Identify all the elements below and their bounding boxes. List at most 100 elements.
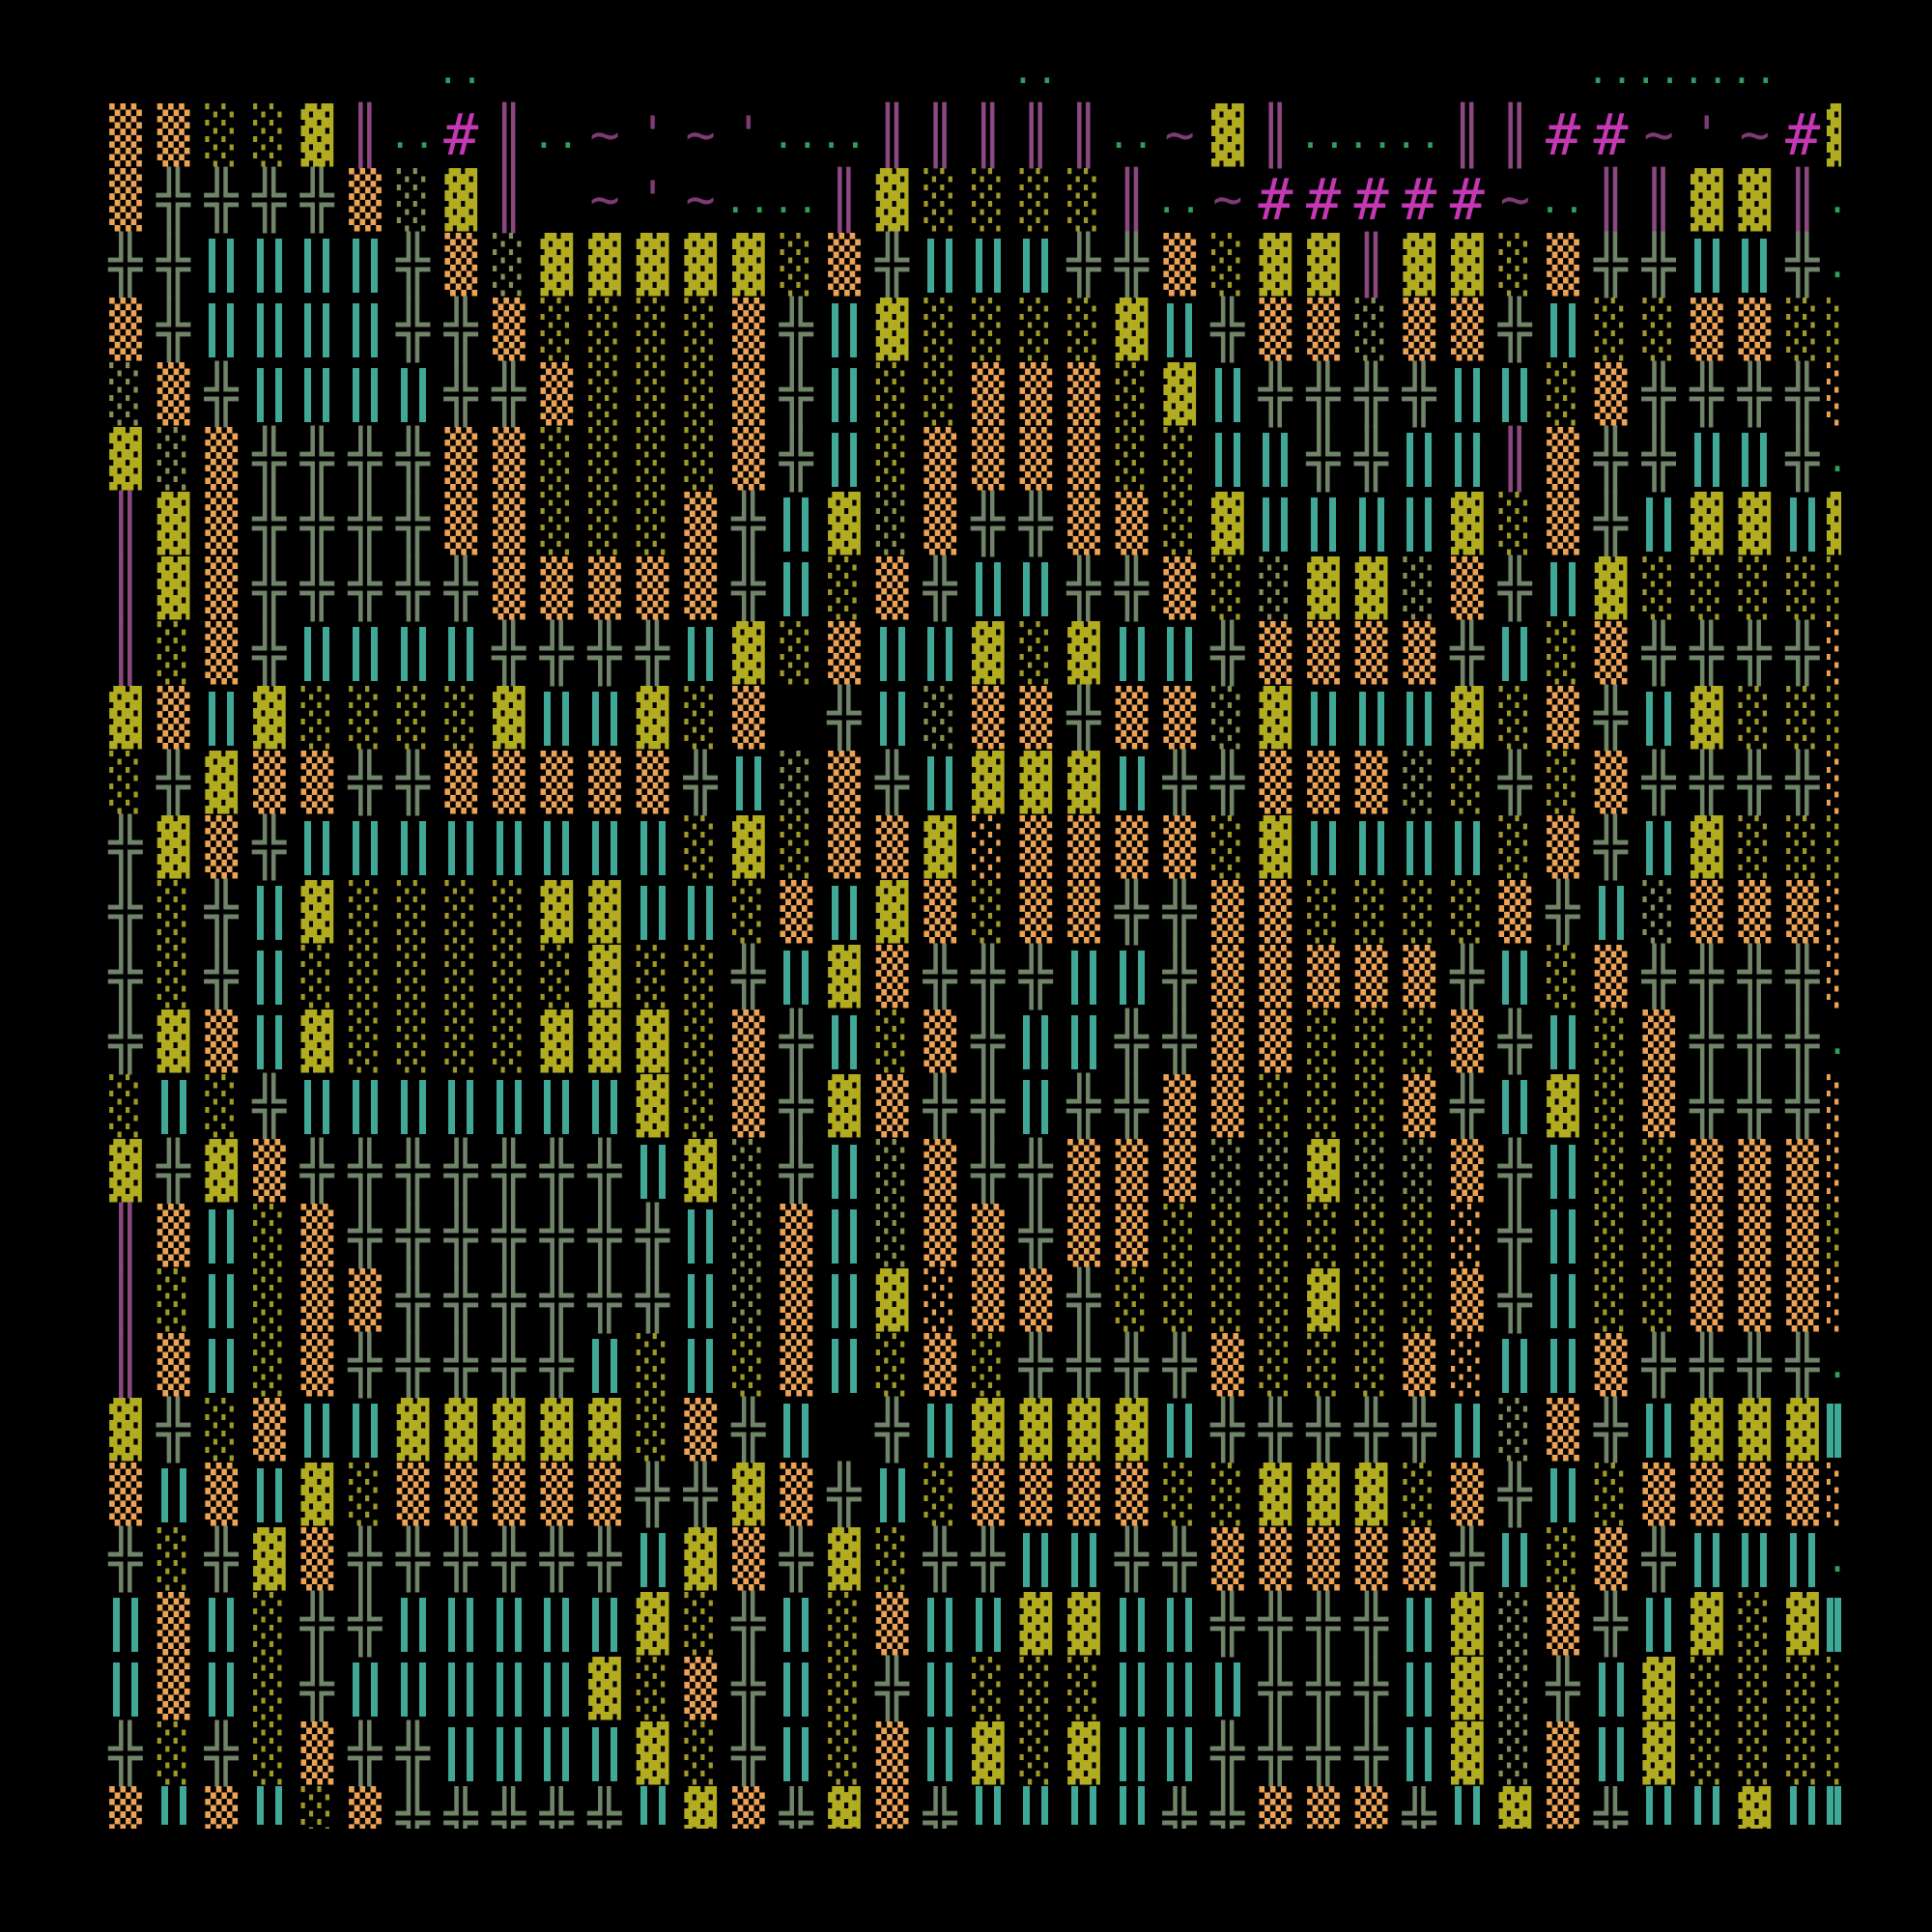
glyph-cell-light-shade-olive: ░ (1019, 1722, 1053, 1785)
glyph-cell-double-cross: ╬ (1162, 1526, 1197, 1592)
glyph-cell-double-cross: ╬ (1450, 620, 1485, 686)
glyph-cell-light-shade-olive: ░ (252, 1722, 286, 1785)
glyph-cell-medium-shade-orange: ▒ (492, 493, 526, 555)
glyph-cell-double-cross: ╬ (1641, 426, 1676, 492)
glyph-cell-light-shade-olive: ░ (1594, 1010, 1628, 1073)
teal-double-bar-icon (1406, 691, 1433, 746)
glyph-cell-double-cross: ╬ (1690, 620, 1724, 686)
glyph-cell-light-shade-sage: ░ (1403, 557, 1436, 620)
glyph-cell-plum-tilde: ~ (685, 106, 716, 164)
glyph-cell-dark-shade-olive: ▓ (731, 1463, 765, 1526)
teal-double-bar-icon (1454, 1403, 1480, 1458)
teal-double-bar-icon (1693, 1532, 1719, 1587)
glyph-cell-double-cross: ╬ (1785, 426, 1820, 492)
glyph-cell-double-cross: ╬ (731, 1591, 766, 1657)
glyph-cell-light-shade-olive: ░ (1403, 1010, 1436, 1073)
glyph-cell-double-cross: ╬ (156, 297, 191, 362)
glyph-cell-teal-double-bar (1204, 427, 1252, 492)
glyph-cell-medium-shade-orange: ▒ (731, 1010, 765, 1073)
glyph-cell-teal-double-bar (1251, 492, 1299, 556)
glyph-cell-double-cross: ╬ (108, 944, 143, 1009)
teal-double-bar-icon (1119, 950, 1145, 1005)
glyph-cell-medium-shade-orange: ▒ (971, 363, 1005, 426)
glyph-cell-double-cross: ╬ (587, 1203, 622, 1268)
glyph-cell-dark-shade-olive: ▓ (444, 1399, 478, 1462)
glyph-cell-medium-shade-orange: ▒ (1690, 1269, 1723, 1332)
glyph-cell-light-shade-olive: ░ (1403, 1463, 1436, 1526)
teal-double-bar-icon (209, 238, 235, 293)
teal-double-bar-icon (1742, 432, 1768, 487)
glyph-cell-teal-double-bar (629, 1139, 677, 1204)
glyph-cell-light-shade-olive: ░ (1210, 1205, 1244, 1267)
glyph-cell-light-shade-olive: ░ (1354, 881, 1388, 944)
glyph-cell-medium-shade-orange: ▒ (1259, 946, 1293, 1009)
glyph-cell-double-cross: ╬ (1641, 1526, 1676, 1592)
glyph-cell-medium-shade-orange: ▒ (1450, 1463, 1484, 1526)
glyph-cell-dark-shade-olive: ▓ (1450, 1658, 1484, 1720)
teal-double-bar-icon (927, 1597, 953, 1652)
glyph-cell-light-shade-sage: ░ (1498, 1658, 1532, 1720)
teal-double-bar-icon (544, 1662, 570, 1717)
glyph-cell-purple-double-vertical: ║ (1594, 167, 1629, 233)
glyph-cell-teal-double-bar (101, 1657, 150, 1721)
glyph-cell-medium-shade-orange: ▒ (1403, 1075, 1436, 1138)
glyph-cell-double-cross: ╬ (492, 1332, 526, 1398)
glyph-cell-teal-double-bar (389, 362, 438, 427)
teal-double-bar-icon (209, 1208, 235, 1264)
glyph-cell-teal-double-bar (629, 880, 677, 945)
teal-double-bar-icon (544, 820, 570, 875)
glyph-cell-green-dots: .. (1682, 49, 1731, 92)
glyph-cell-double-cross-fragment: ╬ (492, 1786, 526, 1829)
glyph-cell-double-cross: ╬ (1210, 1397, 1245, 1463)
glyph-cell-teal-double-bar (150, 1786, 198, 1829)
teal-double-bar-icon (1742, 238, 1768, 293)
glyph-cell-teal-double-bar (532, 1074, 581, 1139)
glyph-cell-teal-double-bar (964, 233, 1012, 298)
glyph-cell-teal-double-bar (150, 1074, 198, 1139)
glyph-cell-purple-double-vertical: ║ (108, 620, 143, 686)
glyph-cell-double-cross: ╬ (827, 685, 862, 751)
glyph-cell-double-cross: ╬ (348, 750, 383, 815)
glyph-cell-dark-shade-olive: ▓ (1019, 1399, 1053, 1462)
glyph-cell-teal-double-bar (1060, 1009, 1108, 1074)
glyph-cell-light-shade-olive: ░ (588, 298, 621, 361)
glyph-cell-dark-shade-olive: ▓ (636, 687, 669, 750)
glyph-cell-medium-shade-orange: ▒ (1547, 1593, 1579, 1656)
glyph-cell-double-cross: ╬ (252, 167, 287, 233)
glyph-cell-double-cross: ╬ (1690, 1009, 1724, 1074)
glyph-cell-dark-shade-olive: ▓ (1450, 1722, 1484, 1785)
teal-double-bar-icon (1598, 1726, 1624, 1781)
teal-double-bar-icon (1119, 1662, 1145, 1717)
glyph-cell-light-shade-sage: ░ (1259, 557, 1293, 620)
glyph-cell-medium-shade-orange: ▒ (1690, 1140, 1723, 1203)
glyph-cell-dark-shade-olive: ▓ (1738, 1787, 1772, 1829)
glyph-cell-magenta-hash: # (1593, 101, 1629, 169)
glyph-cell-medium-shade-orange: ▒ (156, 363, 190, 426)
teal-double-bar-icon (1167, 1597, 1193, 1652)
glyph-cell-medium-shade-orange: ▒ (109, 1463, 142, 1526)
glyph-cell-light-shade-orange: ░ (1827, 751, 1841, 815)
teal-double-bar-icon (256, 1467, 282, 1522)
glyph-cell-light-shade-olive: ░ (1019, 169, 1053, 232)
glyph-cell-teal-double-bar (1730, 1527, 1778, 1592)
glyph-cell-dark-shade-olive: ▓ (636, 1593, 669, 1656)
teal-double-bar-icon (448, 1597, 474, 1652)
glyph-cell-light-shade-olive: ░ (1210, 234, 1244, 297)
glyph-cell-double-cross: ╬ (1018, 944, 1053, 1009)
glyph-cell-light-shade-orange: ░ (1827, 880, 1841, 945)
glyph-cell-teal-double-bar (197, 1268, 245, 1333)
glyph-cell-medium-shade-orange: ▒ (1547, 1722, 1579, 1785)
glyph-cell-double-cross: ╬ (779, 361, 813, 427)
glyph-cell-medium-shade-orange: ▒ (1210, 1075, 1244, 1138)
glyph-cell-medium-shade-orange: ▒ (300, 752, 334, 814)
glyph-cell-dark-shade-olive: ▓ (971, 1722, 1005, 1785)
glyph-cell-teal-double-bar (1491, 621, 1539, 686)
glyph-cell-dark-shade-olive: ▓ (875, 1269, 909, 1332)
teal-double-bar-icon (209, 1597, 235, 1652)
glyph-cell-teal-double-bar (197, 1592, 245, 1657)
glyph-cell-double-cross: ╬ (252, 1073, 287, 1139)
glyph-cell-double-cross-fragment: ╬ (1210, 1786, 1245, 1829)
glyph-cell-light-shade-olive: ░ (923, 1463, 957, 1526)
glyph-cell-light-shade-sage: ░ (875, 493, 909, 555)
teal-double-bar-icon (209, 1338, 235, 1393)
